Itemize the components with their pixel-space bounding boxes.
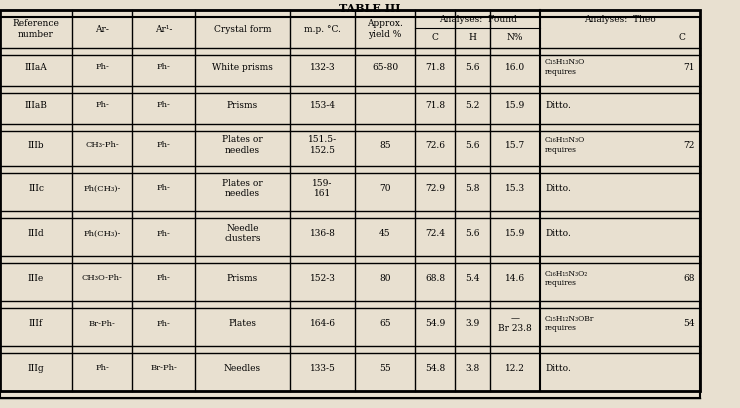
Text: Ph(CH₃)-: Ph(CH₃)- xyxy=(84,229,121,237)
Text: Ph-: Ph- xyxy=(157,275,170,282)
Text: 136-8: 136-8 xyxy=(309,229,335,238)
Text: 15.3: 15.3 xyxy=(505,184,525,193)
Text: N%: N% xyxy=(507,33,523,42)
Text: Reference
number: Reference number xyxy=(13,19,59,39)
Text: 151.5-
152.5: 151.5- 152.5 xyxy=(308,135,337,155)
Text: C₁₆H₁₅N₃O₂
requires: C₁₆H₁₅N₃O₂ requires xyxy=(545,270,588,287)
Text: IIIb: IIIb xyxy=(27,140,44,149)
Text: 16.0: 16.0 xyxy=(505,62,525,71)
Text: Ar¹-: Ar¹- xyxy=(155,24,172,33)
Text: Ph(CH₃)-: Ph(CH₃)- xyxy=(84,184,121,193)
Text: 132-3: 132-3 xyxy=(309,62,335,71)
Text: IIIaB: IIIaB xyxy=(24,100,47,109)
Text: IIIc: IIIc xyxy=(28,184,44,193)
Text: IIIg: IIIg xyxy=(27,364,44,373)
Text: Ph-: Ph- xyxy=(157,229,170,237)
Text: Approx.
yield %: Approx. yield % xyxy=(367,19,403,39)
Text: —
Br 23.8: — Br 23.8 xyxy=(498,314,532,333)
Text: 72.4: 72.4 xyxy=(425,229,445,238)
Text: Ph-: Ph- xyxy=(157,101,170,109)
Text: 55: 55 xyxy=(379,364,391,373)
Text: 3.9: 3.9 xyxy=(465,319,480,328)
Text: C₁₅H₁₃N₃O
requires: C₁₅H₁₃N₃O requires xyxy=(545,58,585,75)
Text: Ph-: Ph- xyxy=(95,63,109,71)
Text: 5.4: 5.4 xyxy=(465,274,480,283)
Text: C: C xyxy=(431,33,438,42)
Text: IIIf: IIIf xyxy=(29,319,43,328)
Text: Br-Ph-: Br-Ph- xyxy=(89,319,115,328)
Text: 68.8: 68.8 xyxy=(425,274,445,283)
Text: 5.2: 5.2 xyxy=(465,100,480,109)
Text: 70: 70 xyxy=(380,184,391,193)
Text: 5.6: 5.6 xyxy=(465,62,480,71)
Text: 14.6: 14.6 xyxy=(505,274,525,283)
Text: 15.7: 15.7 xyxy=(505,140,525,149)
Text: Plates: Plates xyxy=(229,319,257,328)
Text: Analyses:  Theo: Analyses: Theo xyxy=(584,15,656,24)
Text: Ph-: Ph- xyxy=(157,319,170,328)
Text: 72: 72 xyxy=(684,140,695,149)
Text: H: H xyxy=(468,33,477,42)
Text: CH₃O-Ph-: CH₃O-Ph- xyxy=(81,275,122,282)
Text: Crystal form: Crystal form xyxy=(214,24,272,33)
Text: Prisms: Prisms xyxy=(227,274,258,283)
Text: 71.8: 71.8 xyxy=(425,100,445,109)
Text: Needle
clusters: Needle clusters xyxy=(224,224,260,243)
Text: 5.6: 5.6 xyxy=(465,229,480,238)
Text: 45: 45 xyxy=(379,229,391,238)
Text: CH₃-Ph-: CH₃-Ph- xyxy=(85,141,119,149)
Text: Ditto.: Ditto. xyxy=(545,184,571,193)
Text: Ph-: Ph- xyxy=(95,364,109,373)
Text: 159-
161: 159- 161 xyxy=(312,179,333,198)
Text: 153-4: 153-4 xyxy=(309,100,335,109)
Text: 54.9: 54.9 xyxy=(425,319,445,328)
Text: C₁₅H₁₂N₃OBr
requires: C₁₅H₁₂N₃OBr requires xyxy=(545,315,594,332)
Text: 3.8: 3.8 xyxy=(465,364,480,373)
Text: Ph-: Ph- xyxy=(157,63,170,71)
Text: C: C xyxy=(678,33,685,42)
Text: Ar-: Ar- xyxy=(95,24,109,33)
Text: IIIe: IIIe xyxy=(28,274,44,283)
Text: Plates or
needles: Plates or needles xyxy=(222,135,263,155)
Text: 71.8: 71.8 xyxy=(425,62,445,71)
Text: 72.9: 72.9 xyxy=(425,184,445,193)
Text: 80: 80 xyxy=(380,274,391,283)
Text: Ph-: Ph- xyxy=(157,141,170,149)
Text: 65: 65 xyxy=(379,319,391,328)
Text: 15.9: 15.9 xyxy=(505,100,525,109)
Text: IIIaA: IIIaA xyxy=(24,62,47,71)
Text: 164-6: 164-6 xyxy=(309,319,335,328)
Text: Br-Ph-: Br-Ph- xyxy=(150,364,177,373)
Text: Plates or
needles: Plates or needles xyxy=(222,179,263,198)
Text: 72.6: 72.6 xyxy=(425,140,445,149)
Text: 15.9: 15.9 xyxy=(505,229,525,238)
Text: 54: 54 xyxy=(683,319,695,328)
Text: 5.6: 5.6 xyxy=(465,140,480,149)
Text: Ditto.: Ditto. xyxy=(545,100,571,109)
Text: IIId: IIId xyxy=(27,229,44,238)
Text: Ph-: Ph- xyxy=(95,101,109,109)
Text: White prisms: White prisms xyxy=(212,62,273,71)
Text: m.p. °C.: m.p. °C. xyxy=(304,24,341,33)
Text: TABLE III: TABLE III xyxy=(339,3,401,14)
Text: Needles: Needles xyxy=(224,364,261,373)
Text: Ph-: Ph- xyxy=(157,184,170,193)
Text: Analyses:  Found: Analyses: Found xyxy=(439,15,517,24)
Text: 65-80: 65-80 xyxy=(372,62,398,71)
Text: 133-5: 133-5 xyxy=(309,364,335,373)
Text: Ditto.: Ditto. xyxy=(545,229,571,238)
Text: 68: 68 xyxy=(684,274,695,283)
Text: 152-3: 152-3 xyxy=(309,274,335,283)
Text: 71: 71 xyxy=(684,62,695,71)
Text: 5.8: 5.8 xyxy=(465,184,480,193)
Text: 85: 85 xyxy=(379,140,391,149)
Text: 12.2: 12.2 xyxy=(505,364,525,373)
Text: Ditto.: Ditto. xyxy=(545,364,571,373)
Text: 54.8: 54.8 xyxy=(425,364,445,373)
Text: Prisms: Prisms xyxy=(227,100,258,109)
Text: C₁₆H₁₅N₃O
requires: C₁₆H₁₅N₃O requires xyxy=(545,136,585,153)
